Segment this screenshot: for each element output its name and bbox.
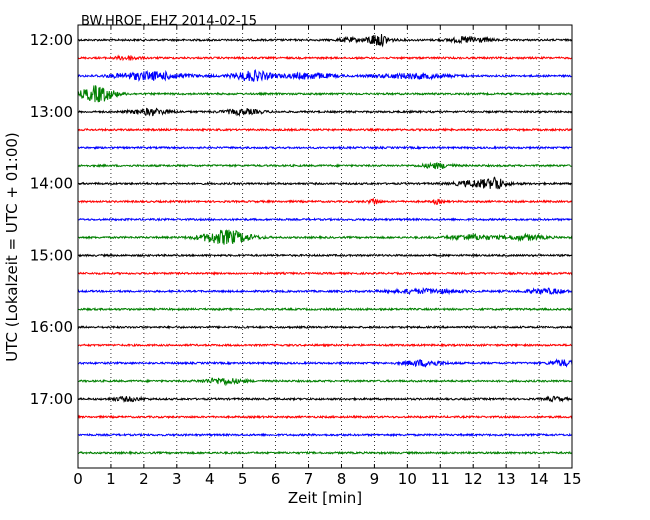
x-tick-label: 8 xyxy=(337,470,347,488)
trace-1200 xyxy=(77,33,573,48)
trace-1730 xyxy=(77,432,573,438)
trace-1345 xyxy=(77,161,573,170)
x-tick-label: 5 xyxy=(238,470,248,488)
x-tick-label: 12 xyxy=(464,470,483,488)
x-tick-label: 15 xyxy=(562,470,581,488)
x-tick-label: 3 xyxy=(172,470,182,488)
trace-1300 xyxy=(77,107,573,118)
y-tick-label: 13:00 xyxy=(30,103,73,121)
trace-1315 xyxy=(77,127,573,133)
x-tick-label: 2 xyxy=(139,470,149,488)
trace-1530 xyxy=(77,286,573,296)
trace-1400 xyxy=(77,176,573,190)
x-tick-label: 10 xyxy=(398,470,417,488)
trace-1215 xyxy=(77,54,573,62)
trace-1615 xyxy=(77,342,573,348)
trace-1745 xyxy=(77,450,573,456)
x-tick-label: 7 xyxy=(304,470,314,488)
x-tick-label: 9 xyxy=(370,470,380,488)
x-tick-label: 13 xyxy=(497,470,516,488)
trace-1600 xyxy=(77,324,573,330)
trace-1515 xyxy=(77,270,573,276)
trace-1500 xyxy=(77,253,573,258)
trace-1330 xyxy=(77,145,573,151)
x-tick-label: 4 xyxy=(205,470,215,488)
trace-1415 xyxy=(77,197,573,206)
trace-1245 xyxy=(77,85,573,103)
seismogram-traces xyxy=(77,33,573,456)
x-axis-label: Zeit [min] xyxy=(288,489,362,507)
y-tick-label: 15:00 xyxy=(30,246,73,264)
x-tick-label: 6 xyxy=(271,470,281,488)
trace-1430 xyxy=(77,216,573,222)
trace-1700 xyxy=(77,395,573,403)
trace-1230 xyxy=(77,69,573,82)
trace-1630 xyxy=(77,358,573,368)
plot-frame xyxy=(77,24,573,469)
trace-1645 xyxy=(77,377,573,387)
x-axis-ticks: 0 1 2 3 4 5 6 7 8 9 10 11 12 13 14 15 xyxy=(73,25,582,488)
y-axis-ticks: 12:00 13:00 14:00 15:00 16:00 17:00 xyxy=(30,31,572,408)
x-tick-label: 11 xyxy=(431,470,450,488)
y-axis-label: UTC (Lokalzeit = UTC + 01:00) xyxy=(3,132,21,362)
y-tick-label: 16:00 xyxy=(30,318,73,336)
trace-1545 xyxy=(77,306,573,312)
x-tick-label: 0 xyxy=(73,470,83,488)
trace-1715 xyxy=(77,414,573,420)
grid-lines xyxy=(110,25,540,468)
y-tick-label: 12:00 xyxy=(30,31,73,49)
y-tick-label: 17:00 xyxy=(30,390,73,408)
x-tick-label: 14 xyxy=(530,470,549,488)
trace-1445 xyxy=(77,229,573,245)
x-tick-label: 1 xyxy=(106,470,116,488)
y-tick-label: 14:00 xyxy=(30,175,73,193)
chart-title: BW.HROE..EHZ 2014-02-15 xyxy=(81,14,257,29)
